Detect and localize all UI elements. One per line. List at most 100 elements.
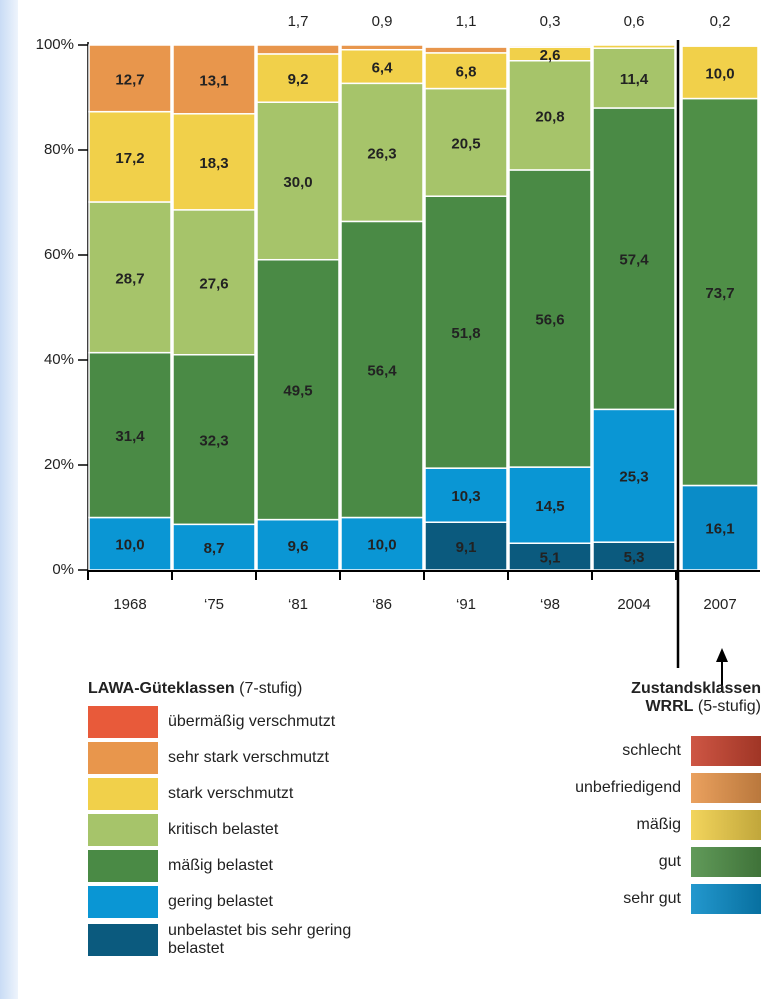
legend-rows: übermäßig verschmutzt sehr stark verschmu… <box>88 706 398 958</box>
bar-segment <box>424 195 508 469</box>
legend-swatch <box>88 814 158 846</box>
bar-segment <box>172 44 256 115</box>
data-label: 12,7 <box>115 71 144 88</box>
legend-swatch <box>88 924 158 956</box>
bar-segment <box>508 542 592 571</box>
legend-subtitle: (7-stufig) <box>239 680 303 697</box>
legend-swatch <box>88 850 158 882</box>
legend-swatch <box>88 706 158 738</box>
data-label: 28,7 <box>115 270 144 287</box>
x-tick-label: ‘86 <box>372 596 392 613</box>
legend-item: schlecht <box>501 736 761 766</box>
legend-item: gut <box>501 847 761 877</box>
legend-item: mäßig belastet <box>88 850 398 882</box>
legend-swatch <box>691 736 761 766</box>
data-label: 5,1 <box>540 550 561 567</box>
legend-label: mäßig belastet <box>168 857 273 874</box>
bar-segment <box>508 466 592 544</box>
bar-segment <box>88 351 172 519</box>
legend-label: übermäßig verschmutzt <box>168 713 336 730</box>
x-tick-label: 2007 <box>703 596 736 613</box>
data-label: 31,4 <box>115 428 145 445</box>
legend-item: unbefriedigend <box>501 773 761 803</box>
data-label: 51,8 <box>451 325 480 342</box>
legend-label: mäßig <box>636 816 681 833</box>
data-label: 1,1 <box>456 13 477 30</box>
legend-heading: WRRL (5-stufig) <box>500 698 761 716</box>
bar-segment <box>681 44 759 47</box>
data-label: 10,0 <box>367 537 396 554</box>
legend-swatch <box>88 778 158 810</box>
data-label: 9,1 <box>456 539 477 556</box>
data-label: 0,6 <box>624 13 645 30</box>
data-label: 17,2 <box>115 150 144 167</box>
data-label: 2,6 <box>540 47 561 64</box>
x-tick-label: 1968 <box>113 596 146 613</box>
legend-item: sehr stark verschmutzt <box>88 742 398 774</box>
legend-item: gering belastet <box>88 886 398 918</box>
legend-item: kritisch belastet <box>88 814 398 846</box>
bar-segment <box>172 354 256 526</box>
bar-segment <box>256 258 340 521</box>
bar-segment <box>424 46 508 54</box>
legend-subtitle: (5-stufig) <box>697 698 761 715</box>
chart: 0% 20% 40% 60% 80% 100% 10,0 31,4 28,7 17,2 12,7 19… <box>36 13 760 680</box>
data-label: 6,4 <box>372 59 394 76</box>
data-label: 49,5 <box>283 383 312 400</box>
bar-segment <box>508 44 592 48</box>
legend-swatch <box>88 742 158 774</box>
data-label: 1,7 <box>288 13 309 30</box>
data-label: 9,6 <box>288 538 309 555</box>
legend-label: gering belastet <box>168 893 273 910</box>
data-label: 25,3 <box>619 469 648 486</box>
data-label: 0,3 <box>540 13 561 30</box>
bar-segment <box>681 97 759 487</box>
bar-segment <box>424 467 508 523</box>
bar-segment <box>424 87 508 197</box>
legend-item: stark verschmutzt <box>88 778 398 810</box>
legend-title: LAWA-Güteklassen <box>88 680 235 697</box>
bar-segment <box>681 45 759 100</box>
bar-segment <box>256 44 340 55</box>
y-tick-label: 20% <box>44 456 74 473</box>
bar-segment <box>592 541 676 571</box>
data-label: 0,9 <box>372 13 393 30</box>
bar-segment <box>592 107 676 411</box>
data-label: 8,7 <box>204 540 225 557</box>
data-label: 56,4 <box>367 362 397 379</box>
data-label: 9,2 <box>288 71 309 88</box>
legend-heading: LAWA-Güteklassen (7-stufig) <box>88 680 398 698</box>
y-tick-label: 0% <box>52 561 74 578</box>
x-tick-label: ‘75 <box>204 596 224 613</box>
legend-label: unbelastet bis sehr gering belastet <box>168 922 352 957</box>
data-label: 57,4 <box>619 252 649 269</box>
bar-segment <box>256 101 340 261</box>
legend-title: WRRL <box>645 698 694 715</box>
legend-item: unbelastet bis sehr gering belastet <box>88 922 398 958</box>
bar-segment <box>172 523 256 571</box>
data-label: 20,8 <box>535 108 564 125</box>
data-label: 56,6 <box>535 311 564 328</box>
y-tick-label: 40% <box>44 351 74 368</box>
side-strip <box>0 0 18 999</box>
legend-label: schlecht <box>622 742 681 759</box>
legend-label: gut <box>658 853 681 870</box>
bar-segment <box>340 48 424 85</box>
y-tick-label: 60% <box>44 246 74 263</box>
data-label: 27,6 <box>199 275 228 292</box>
legend-swatch <box>88 886 158 918</box>
data-label: 18,3 <box>199 155 228 172</box>
x-tick-label: ‘91 <box>456 596 476 613</box>
bar-segment <box>88 44 172 113</box>
data-label: 73,7 <box>705 285 734 302</box>
data-label: 6,8 <box>456 64 477 81</box>
legend-label: unbefriedigend <box>575 779 681 796</box>
legend-item: übermäßig verschmutzt <box>88 706 398 738</box>
data-label: 0,2 <box>710 13 731 30</box>
legend-swatch <box>691 847 761 877</box>
bar-segment <box>88 110 172 203</box>
data-label: 10,0 <box>115 537 144 554</box>
bar-segment <box>592 44 676 49</box>
bar-segment <box>172 209 256 356</box>
